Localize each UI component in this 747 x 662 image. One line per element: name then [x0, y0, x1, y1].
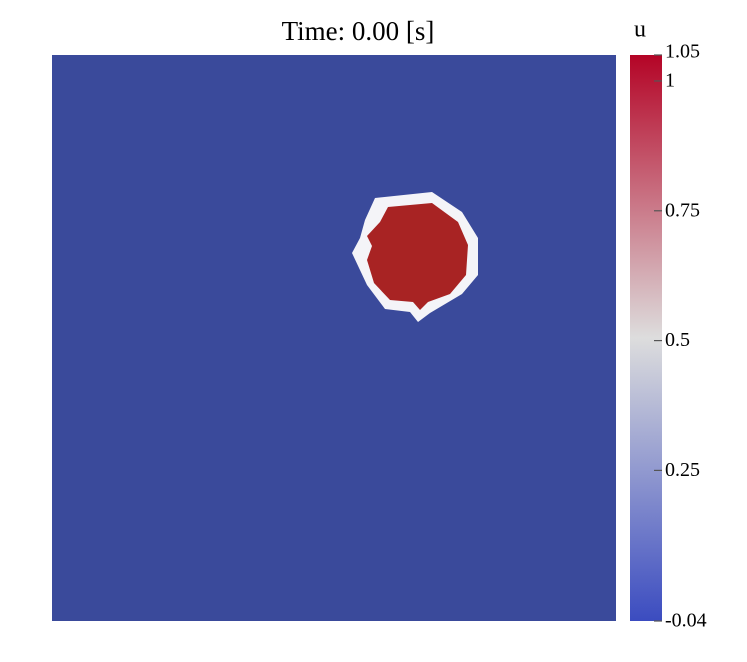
colorbar-tick-label: 0.5	[665, 329, 690, 351]
droplet	[367, 203, 468, 310]
colorbar-tick-label: 1	[665, 70, 675, 92]
plot-title: Time: 0.00 [s]	[282, 16, 435, 46]
field-domain	[52, 55, 616, 621]
colorbar-tick-label: 0.75	[665, 199, 700, 221]
colorbar-tick-label: 1.05	[665, 41, 700, 63]
colorbar-tick-label: 0.25	[665, 459, 700, 481]
colorbar	[630, 55, 662, 621]
colorbar-tick-label: -0.04	[665, 610, 707, 632]
colorbar-label: u	[634, 17, 646, 43]
